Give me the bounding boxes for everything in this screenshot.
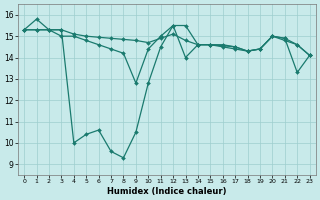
X-axis label: Humidex (Indice chaleur): Humidex (Indice chaleur) — [107, 187, 227, 196]
